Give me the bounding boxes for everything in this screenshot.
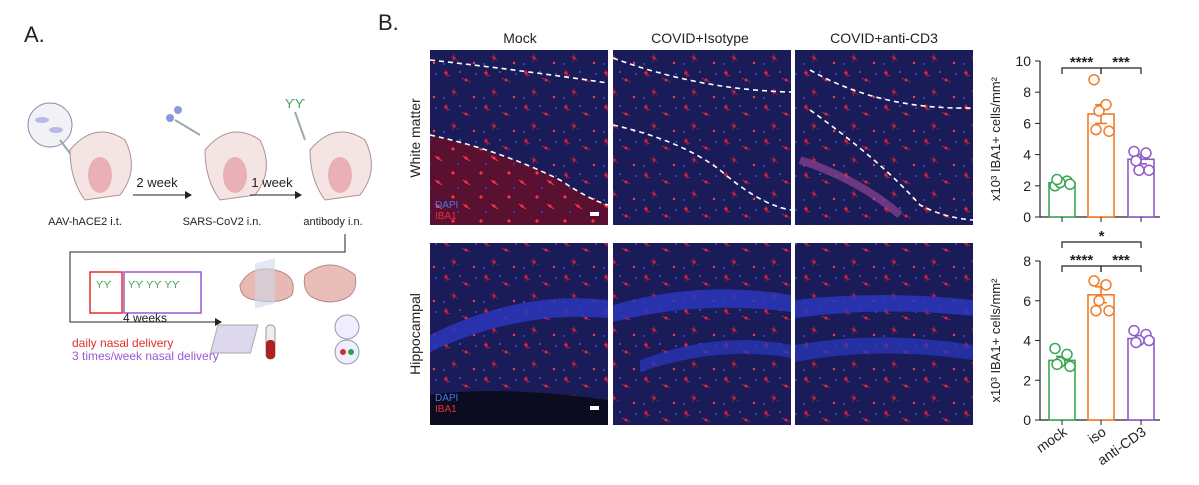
icon: ϒϒ — [96, 280, 112, 291]
y-tick-label: 4 — [1023, 333, 1031, 349]
significance-label: * — [1099, 228, 1105, 245]
significance-bracket — [1100, 67, 1142, 74]
duration-label: 4 weeks — [123, 311, 167, 325]
micrographs — [429, 50, 974, 425]
step-label: AAV-hACE2 i.t. — [48, 216, 122, 228]
timeline — [69, 234, 346, 323]
stain-label: DAPI — [435, 200, 458, 211]
icon: ϒϒ ϒϒ ϒϒ — [128, 280, 180, 291]
significance-bracket — [1061, 241, 1142, 248]
data-point — [1140, 147, 1152, 159]
data-point — [1100, 98, 1112, 111]
panel-label: B. — [378, 10, 399, 35]
y-axis-label: x10³ IBA1+ cells/mm² — [988, 278, 1003, 403]
stain-label: IBA1 — [435, 211, 457, 222]
y-tick-label: 0 — [1023, 209, 1031, 225]
stain-label: IBA1 — [435, 404, 457, 415]
daily-box — [89, 271, 123, 314]
significance-label: **** — [1070, 54, 1094, 71]
data-point — [1103, 304, 1115, 317]
data-point — [1088, 275, 1100, 287]
y-tick-label: 2 — [1023, 372, 1031, 388]
data-point — [1064, 178, 1076, 190]
column-label: COVID+Isotype — [651, 30, 749, 46]
data-point — [1049, 342, 1061, 355]
stain-label: DAPI — [435, 393, 458, 404]
row-label: White matter — [407, 98, 423, 178]
y-tick-label: 8 — [1023, 253, 1031, 269]
data-point — [1128, 145, 1140, 158]
data-point — [1093, 295, 1105, 307]
step-label: SARS-CoV2 i.n. — [183, 216, 262, 228]
data-point — [1143, 164, 1155, 176]
y-tick-label: 6 — [1023, 115, 1031, 131]
data-point — [1103, 125, 1115, 137]
data-point — [1130, 336, 1142, 349]
y-tick-label: 6 — [1023, 293, 1031, 309]
panel-label: A. — [24, 22, 45, 47]
data-point — [1061, 348, 1073, 361]
y-tick-label: 2 — [1023, 178, 1031, 194]
significance-label: *** — [1112, 252, 1130, 269]
mouse-icons: ϒϒ — [27, 96, 372, 201]
y-tick-label: 4 — [1023, 147, 1031, 163]
data-point — [1100, 279, 1112, 291]
bar — [1127, 337, 1155, 421]
y-axis-label: x10³ IBA1+ cells/mm² — [988, 76, 1003, 201]
data-point — [1090, 304, 1102, 317]
weekly-box — [123, 271, 202, 314]
arrow-head — [185, 191, 192, 199]
y-tick-label: 8 — [1023, 84, 1031, 100]
column-label: COVID+anti-CD3 — [830, 30, 938, 46]
y-tick-label: 0 — [1023, 412, 1031, 428]
data-point — [1093, 105, 1105, 117]
significance-label: **** — [1070, 252, 1094, 269]
data-point — [1090, 123, 1102, 136]
x-tick-label: mock — [1033, 423, 1070, 456]
step-label: antibody i.n. — [303, 216, 362, 228]
schedule-label: 3 times/week nasal delivery — [72, 349, 219, 363]
data-point — [1143, 334, 1155, 347]
y-tick-label: 10 — [1015, 53, 1031, 69]
data-point — [1088, 73, 1100, 86]
significance-label: *** — [1112, 54, 1130, 71]
interval-label: 2 week — [136, 175, 178, 190]
column-label: Mock — [503, 30, 537, 46]
x-tick-label: iso — [1085, 423, 1109, 446]
data-point — [1130, 155, 1142, 167]
arrow-head — [295, 191, 302, 199]
schedule-label: daily nasal delivery — [72, 336, 173, 350]
data-point — [1051, 358, 1063, 371]
readout-icons — [209, 258, 360, 365]
svg-text:ϒϒ: ϒϒ — [285, 96, 305, 111]
data-point — [1051, 173, 1063, 186]
data-point — [1064, 360, 1076, 373]
row-label: Hippocampal — [407, 293, 423, 375]
interval-label: 1 week — [251, 175, 293, 190]
significance-bracket — [1100, 265, 1142, 272]
arrow-head — [215, 318, 222, 326]
data-point — [1128, 324, 1140, 337]
data-point — [1133, 164, 1145, 176]
